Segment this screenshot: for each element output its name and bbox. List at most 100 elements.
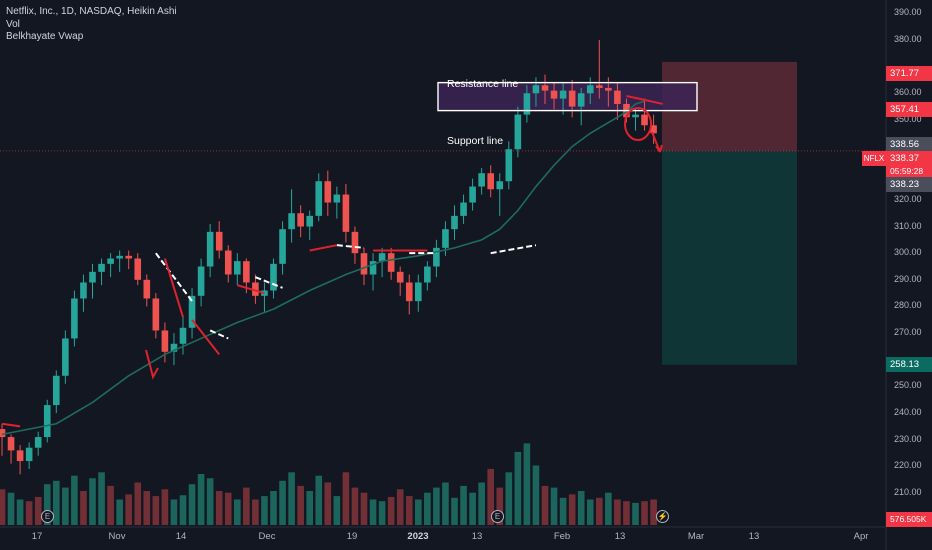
volume-bar: [532, 465, 540, 525]
candle-body: [442, 229, 449, 248]
volume-bar: [541, 485, 549, 525]
volume-bar: [559, 497, 567, 525]
candle-body: [460, 202, 467, 216]
volume-bar: [614, 499, 621, 525]
resistance-line-annotation: Resistance line: [447, 78, 519, 90]
candle-body: [641, 114, 648, 126]
candle-body: [650, 125, 657, 134]
time-tick-label: 13: [471, 531, 483, 542]
candle-body: [451, 215, 458, 230]
volume-indicator-label[interactable]: Vol: [6, 18, 20, 30]
volume-bar: [387, 496, 395, 525]
vwap-indicator-label[interactable]: Belkhayate Vwap: [6, 31, 84, 42]
volume-bar: [62, 487, 69, 525]
volume-bar: [324, 482, 332, 525]
volume-bar: [478, 482, 485, 525]
hand-drawn-down-arrow: [651, 131, 663, 153]
time-tick-label: Apr: [853, 531, 869, 542]
candle-body: [369, 261, 377, 275]
volume-bar: [243, 487, 250, 525]
volume-bar: [451, 497, 458, 525]
candle-body: [541, 85, 549, 91]
time-tick-label: Mar: [687, 531, 705, 542]
candle-body: [614, 90, 621, 104]
candle-body: [179, 327, 187, 344]
white-trend-segment: [490, 244, 537, 255]
candle-body: [116, 255, 123, 259]
candle-body: [306, 215, 313, 227]
volume-bar: [596, 497, 603, 525]
price-tick-label: 300.00: [894, 247, 922, 258]
time-tick-label: Feb: [553, 531, 571, 542]
candle-body: [496, 181, 504, 190]
candle-body: [71, 298, 78, 339]
volume-bar: [342, 472, 350, 525]
white-trend-segment: [336, 244, 365, 249]
volume-bar: [568, 494, 576, 525]
last-price-label: 338.37: [886, 151, 932, 166]
volume-bar: [586, 499, 594, 525]
candle-body: [107, 258, 114, 264]
volume-bar: [288, 472, 295, 525]
time-tick-label: 2023: [407, 531, 429, 542]
candle-body: [215, 231, 223, 251]
price-tick-label: 290.00: [894, 273, 922, 284]
candle-body: [487, 173, 494, 190]
candle-body: [342, 194, 350, 232]
candle-body: [34, 437, 42, 448]
volume-bar: [487, 468, 494, 525]
volume-bar: [523, 443, 531, 525]
candle-body: [206, 231, 214, 267]
earnings-event-icon[interactable]: E: [491, 510, 504, 523]
candle-body: [586, 85, 594, 94]
candle-body: [188, 295, 196, 328]
volume-bar: [351, 487, 359, 525]
candle-body: [514, 114, 522, 150]
time-tick-label: 17: [31, 531, 43, 542]
volume-bar: [369, 499, 377, 525]
candle-body: [80, 282, 87, 299]
volume-bar: [550, 487, 558, 525]
volume-bar: [71, 475, 78, 525]
time-tick-label: 19: [346, 531, 358, 542]
white-trend-segment: [155, 252, 193, 302]
symbol-title[interactable]: Netflix, Inc., 1D, NASDAQ, Heikin Ashi: [6, 6, 177, 17]
candle-body: [161, 330, 169, 352]
candle-body: [550, 90, 558, 99]
red-trend-segment: [191, 319, 220, 356]
red-trend-segment: [237, 284, 265, 295]
candle-body: [53, 375, 60, 406]
target-price-label: 371.77: [886, 66, 932, 81]
flash-event-icon[interactable]: ⚡: [656, 510, 669, 523]
price-tick-label: 360.00: [894, 87, 922, 98]
candle-body: [568, 90, 576, 107]
time-tick-label: 13: [614, 531, 626, 542]
candle-body: [415, 282, 422, 302]
volume-bar: [378, 501, 386, 525]
volume-bar: [469, 492, 476, 525]
low-price-label: 338.23: [886, 177, 932, 192]
volume-bar: [433, 487, 440, 525]
candle-body: [288, 213, 295, 230]
volume-bar: [496, 487, 504, 525]
candle-body: [243, 261, 250, 283]
chart-legend: Netflix, Inc., 1D, NASDAQ, Heikin Ashi V…: [6, 6, 177, 44]
white-trend-segment: [209, 329, 229, 340]
candle-body: [197, 266, 205, 296]
hand-drawn-circle: [624, 107, 652, 141]
candle-body: [433, 247, 440, 267]
candle-body: [0, 429, 6, 438]
candle-body: [532, 85, 540, 94]
volume-bar: [125, 494, 132, 525]
price-tick-label: 270.00: [894, 327, 922, 338]
candle-body: [89, 271, 96, 283]
price-tick-label: 350.00: [894, 113, 922, 124]
volume-bar: [152, 496, 160, 525]
earnings-event-icon[interactable]: E: [41, 510, 54, 523]
candle-body: [270, 263, 277, 291]
volume-bar: [197, 474, 205, 525]
volume-bar: [234, 499, 241, 525]
candle-body: [577, 93, 585, 107]
price-tick-label: 230.00: [894, 433, 922, 444]
